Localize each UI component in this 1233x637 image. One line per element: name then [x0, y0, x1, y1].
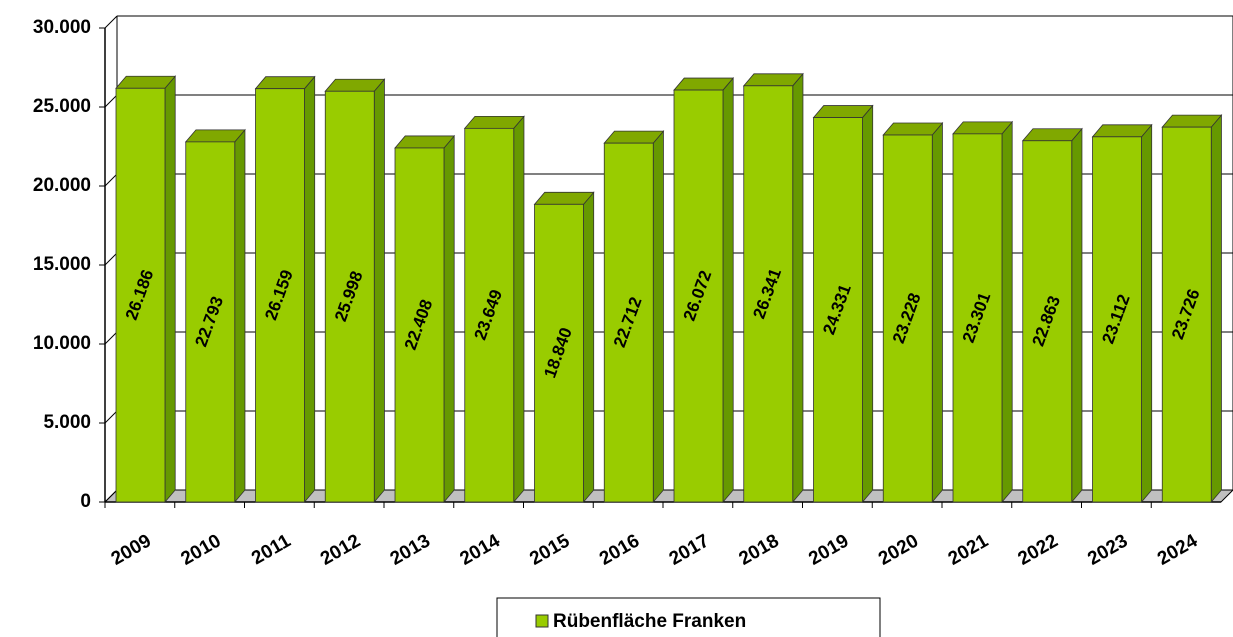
- bar-top: [882, 122, 944, 136]
- bar-side: [304, 75, 316, 504]
- y-tick-label: 30.000: [33, 17, 91, 38]
- bar-front: [255, 88, 305, 503]
- bar-front: [1161, 126, 1212, 503]
- bar-top: [673, 77, 735, 91]
- x-tick-label: 2009: [108, 530, 155, 569]
- bar-side: [373, 78, 385, 504]
- bar-top: [324, 78, 386, 92]
- y-tick-label: 5.000: [43, 412, 91, 433]
- bar-top: [1091, 124, 1153, 138]
- bar-top: [742, 73, 804, 87]
- bar-side: [234, 128, 246, 504]
- bar-front: [185, 141, 236, 503]
- bar-top: [463, 115, 525, 129]
- bar-side: [722, 76, 734, 504]
- bar: [603, 130, 665, 504]
- bar-side: [652, 130, 664, 504]
- bar-side: [1001, 120, 1013, 504]
- bar-front: [882, 134, 933, 503]
- bar-side: [1071, 127, 1083, 504]
- grid-line: [104, 252, 118, 266]
- bar-top: [952, 121, 1014, 135]
- x-tick-label: 2013: [387, 530, 434, 569]
- bar: [254, 75, 316, 504]
- bar: [1161, 114, 1223, 504]
- bar: [742, 72, 804, 504]
- x-tick-label: 2011: [248, 530, 295, 569]
- bar-side: [443, 134, 455, 504]
- bar-side: [931, 121, 943, 504]
- bar-top: [184, 129, 246, 143]
- bar-front: [813, 117, 863, 503]
- x-tick-label: 2010: [178, 530, 225, 569]
- grid-line: [104, 15, 118, 29]
- bar-top: [1161, 114, 1223, 128]
- grid-line: [104, 94, 118, 108]
- bar: [115, 75, 177, 504]
- bar-top: [394, 135, 456, 149]
- legend-swatch: [535, 614, 549, 628]
- bar-top: [812, 105, 874, 118]
- bar-front: [603, 142, 654, 503]
- x-tick-label: 2022: [1015, 530, 1062, 569]
- bar: [184, 128, 246, 504]
- x-tick-label: 2024: [1154, 530, 1201, 570]
- bar: [882, 121, 944, 504]
- grid-line: [104, 410, 118, 424]
- bar-top: [533, 191, 595, 205]
- x-tick-label: 2012: [317, 530, 364, 569]
- y-tick-label: 0: [80, 491, 91, 512]
- bar-front: [324, 90, 375, 503]
- bar-front: [115, 87, 166, 503]
- bar: [1021, 127, 1083, 504]
- bar-top: [254, 76, 316, 90]
- bar-front: [1022, 140, 1073, 503]
- bar: [1091, 123, 1153, 504]
- x-tick-label: 2023: [1084, 530, 1131, 569]
- x-tick-label: 2021: [945, 530, 992, 570]
- grid-line: [104, 173, 118, 187]
- bar-side: [513, 115, 525, 504]
- y-tick-label: 15.000: [33, 254, 91, 275]
- bar-side: [583, 191, 595, 504]
- y-tick-label: 25.000: [33, 96, 91, 117]
- bar: [812, 104, 874, 504]
- bar: [952, 120, 1014, 504]
- bar-top: [115, 75, 177, 89]
- bar-front: [1092, 136, 1142, 503]
- x-tick-label: 2020: [875, 530, 922, 569]
- bar-front: [394, 147, 445, 503]
- bar: [324, 78, 386, 504]
- bar-front: [534, 203, 584, 503]
- y-tick-label: 20.000: [33, 175, 91, 196]
- bar-side: [164, 75, 176, 504]
- bar-front: [743, 85, 794, 503]
- bar-side: [1210, 114, 1222, 504]
- bar-side: [1141, 123, 1153, 504]
- bar-front: [464, 127, 515, 503]
- legend-label: Rübenfläche Franken: [553, 611, 746, 632]
- x-tick-label: 2015: [526, 530, 573, 570]
- bar: [463, 115, 525, 504]
- legend: Rübenfläche Franken: [496, 597, 881, 637]
- bar: [673, 76, 735, 504]
- x-tick-label: 2014: [457, 530, 504, 570]
- grid-line: [104, 331, 118, 345]
- bar-top: [1021, 128, 1083, 142]
- bar-side: [862, 104, 874, 504]
- bar-front: [673, 89, 724, 503]
- bar-front: [952, 133, 1003, 503]
- x-tick-label: 2017: [666, 530, 713, 569]
- bar-top: [603, 130, 665, 144]
- y-tick-label: 10.000: [33, 333, 91, 354]
- x-tick-label: 2019: [805, 530, 852, 569]
- bar-side: [792, 72, 804, 504]
- bar: [394, 134, 456, 504]
- bar: [533, 191, 595, 504]
- x-tick-label: 2016: [596, 530, 643, 569]
- legend-box: [496, 597, 881, 637]
- x-tick-label: 2018: [736, 530, 783, 569]
- grid-line: [104, 489, 118, 503]
